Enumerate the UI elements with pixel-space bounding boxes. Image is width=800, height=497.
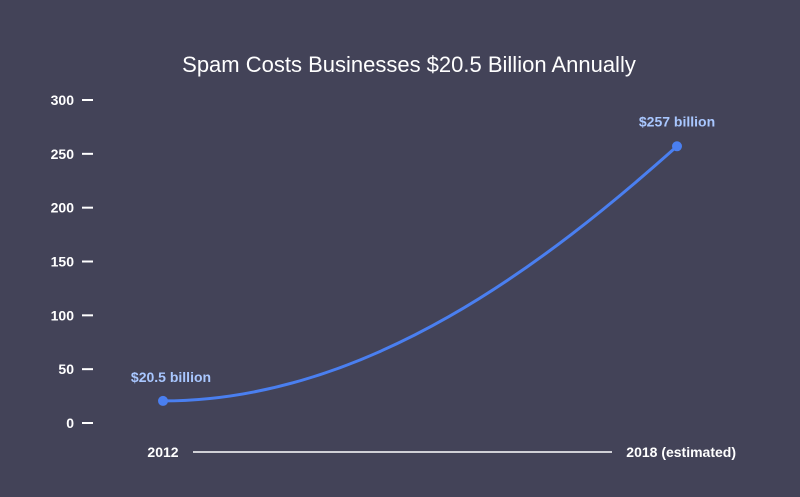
data-label: $257 billion: [639, 113, 715, 129]
x-tick-label: 2018 (estimated): [626, 444, 736, 460]
y-axis: 0 50 100 150 200 250 300: [51, 92, 93, 431]
data-point: [158, 395, 168, 406]
series-line: [161, 144, 679, 403]
x-tick-label: 2012: [147, 444, 178, 460]
y-tick-label: 150: [51, 254, 75, 270]
y-tick-label: 0: [66, 415, 74, 431]
y-tick-label: 50: [58, 361, 74, 377]
data-label: $20.5 billion: [131, 369, 211, 385]
series-layer: $20.5 billion $257 billion: [131, 113, 715, 406]
chart-title: Spam Costs Businesses $20.5 Billion Annu…: [182, 52, 636, 77]
y-tick-label: 100: [51, 307, 75, 323]
data-point: [672, 141, 682, 152]
y-tick-label: 200: [51, 200, 75, 216]
y-tick-label: 300: [51, 92, 75, 108]
x-axis: 2012 2018 (estimated): [147, 444, 736, 460]
y-tick-label: 250: [51, 146, 75, 162]
